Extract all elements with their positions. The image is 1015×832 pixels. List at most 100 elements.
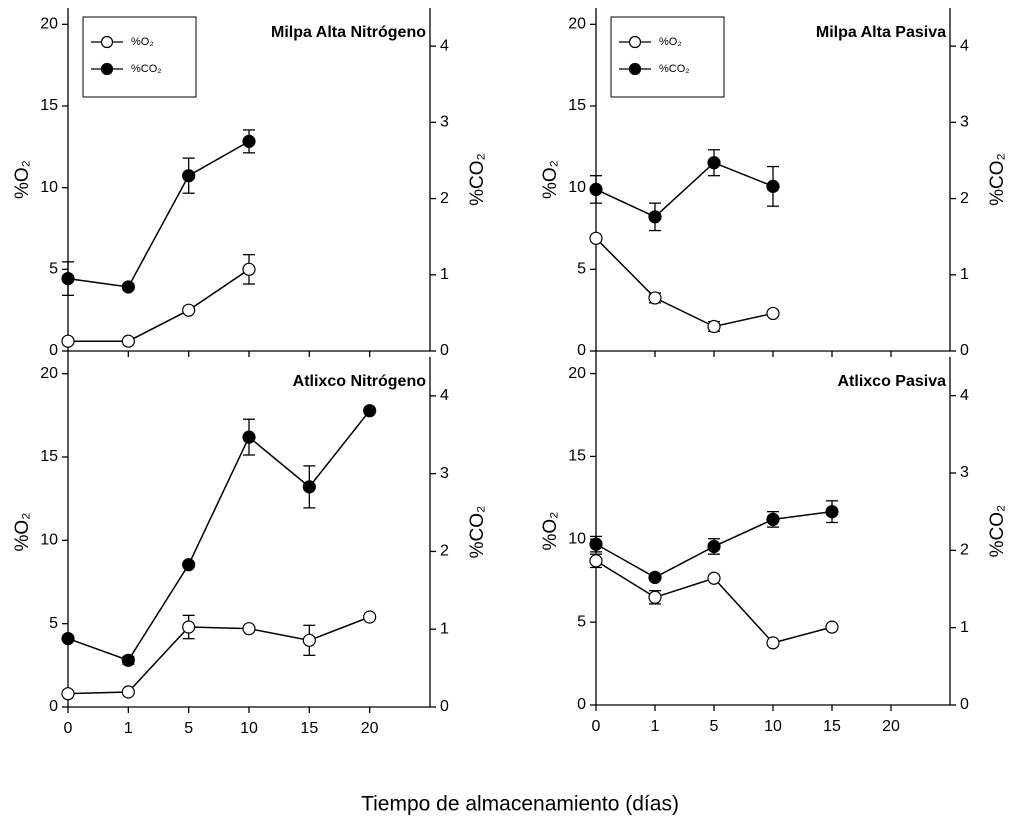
marker (707, 319, 721, 334)
x-tick-label: 20 (882, 718, 900, 735)
marker (825, 505, 839, 519)
marker (589, 231, 603, 245)
y-tick-label: 15 (568, 448, 586, 465)
x-tick-label: 15 (823, 718, 841, 735)
x-tick-label: 10 (240, 720, 258, 737)
legend-marker (628, 62, 642, 76)
x-tick-label: 5 (184, 720, 193, 737)
y2-tick-label: 1 (960, 266, 969, 283)
marker (242, 134, 256, 148)
marker (707, 539, 721, 554)
panel-title: Milpa Alta Pasiva (816, 24, 946, 41)
marker (363, 610, 377, 624)
y-tick-label: 15 (40, 97, 58, 114)
y-tick-label: 10 (568, 179, 586, 196)
panel: 0 5 10 15 20 0 1 2 3 4 %O₂ %CO₂ Milpa Alta Nitrógeno… (12, 8, 488, 359)
legend-marker (100, 62, 114, 76)
series-line (595, 237, 774, 328)
series-line (68, 268, 250, 342)
y-tick-label: 20 (568, 365, 586, 382)
y2-axis-title: %CO₂ (987, 153, 1008, 206)
y2-tick-label: 2 (960, 190, 969, 207)
y2-axis-title: %CO₂ (467, 506, 488, 559)
y-axis-title: %O₂ (540, 511, 561, 550)
marker (121, 334, 135, 348)
y-tick-label: 20 (40, 365, 58, 382)
marker (121, 280, 135, 294)
x-tick-label: 0 (64, 720, 73, 737)
marker (648, 570, 662, 585)
marker (182, 558, 196, 572)
y2-tick-label: 1 (440, 266, 449, 283)
y2-tick-label: 4 (440, 387, 449, 404)
marker (242, 622, 256, 636)
marker (589, 182, 603, 197)
y-tick-label: 0 (577, 696, 586, 713)
y-tick-label: 5 (49, 615, 58, 632)
y2-tick-label: 2 (440, 543, 449, 560)
marker (61, 334, 75, 348)
marker (61, 631, 75, 646)
y2-tick-label: 3 (440, 465, 449, 482)
y-tick-label: 10 (40, 532, 58, 549)
x-tick-label: 10 (764, 718, 782, 735)
y2-tick-label: 0 (440, 342, 449, 359)
y-tick-label: 10 (568, 531, 586, 548)
y2-tick-label: 0 (440, 698, 449, 715)
marker (121, 653, 135, 667)
marker (766, 636, 780, 650)
marker (766, 179, 780, 193)
x-axis-title: Tiempo de almacenamiento (días) (361, 793, 679, 816)
legend-box (82, 16, 197, 98)
marker (766, 306, 780, 321)
y2-tick-label: 0 (960, 342, 969, 359)
legend-label: %O₂ (659, 36, 682, 48)
y-tick-label: 20 (40, 16, 58, 33)
marker (589, 537, 603, 551)
marker (766, 512, 780, 527)
x-tick-label: 1 (651, 718, 660, 735)
panel: 0 5 10 15 20 0 1 2 3 4 %O₂ %CO₂ Milpa Alta Pasiva %O₂… (540, 8, 1008, 359)
y2-tick-label: 2 (960, 542, 969, 559)
marker (648, 210, 662, 224)
y-tick-label: 5 (577, 613, 586, 630)
y-tick-label: 0 (49, 698, 58, 715)
y2-tick-label: 4 (960, 387, 969, 404)
marker (363, 404, 377, 418)
y-tick-label: 0 (577, 342, 586, 359)
legend-marker (628, 35, 642, 49)
marker (182, 169, 196, 183)
marker (707, 156, 721, 170)
y2-tick-label: 4 (440, 37, 449, 54)
legend-box (610, 16, 725, 98)
y2-tick-label: 3 (960, 114, 969, 131)
marker (242, 262, 256, 276)
y-tick-label: 15 (40, 448, 58, 465)
series-line (67, 140, 250, 288)
y2-tick-label: 2 (440, 190, 449, 207)
marker (648, 590, 662, 604)
y-tick-label: 5 (577, 261, 586, 278)
y-tick-label: 15 (568, 97, 586, 114)
y-axis-title: %O₂ (540, 160, 561, 199)
x-tick-label: 0 (592, 718, 601, 735)
y2-tick-label: 1 (440, 620, 449, 637)
series-line (67, 616, 370, 695)
y2-axis-title: %CO₂ (467, 153, 488, 206)
marker (707, 571, 721, 585)
marker (242, 430, 256, 444)
marker (182, 303, 196, 317)
y2-tick-label: 1 (960, 619, 969, 636)
y-axis-title: %O₂ (12, 512, 33, 551)
legend-label: %O₂ (131, 36, 154, 48)
panel-title: Atlixco Nitrógeno (293, 373, 427, 390)
marker (302, 480, 316, 494)
panel-title: Milpa Alta Nitrógeno (271, 24, 426, 41)
y-tick-label: 10 (40, 179, 58, 196)
y2-axis-title: %CO₂ (987, 505, 1008, 558)
marker (182, 620, 196, 634)
legend-label: %CO₂ (659, 63, 690, 75)
legend-marker (100, 35, 114, 49)
